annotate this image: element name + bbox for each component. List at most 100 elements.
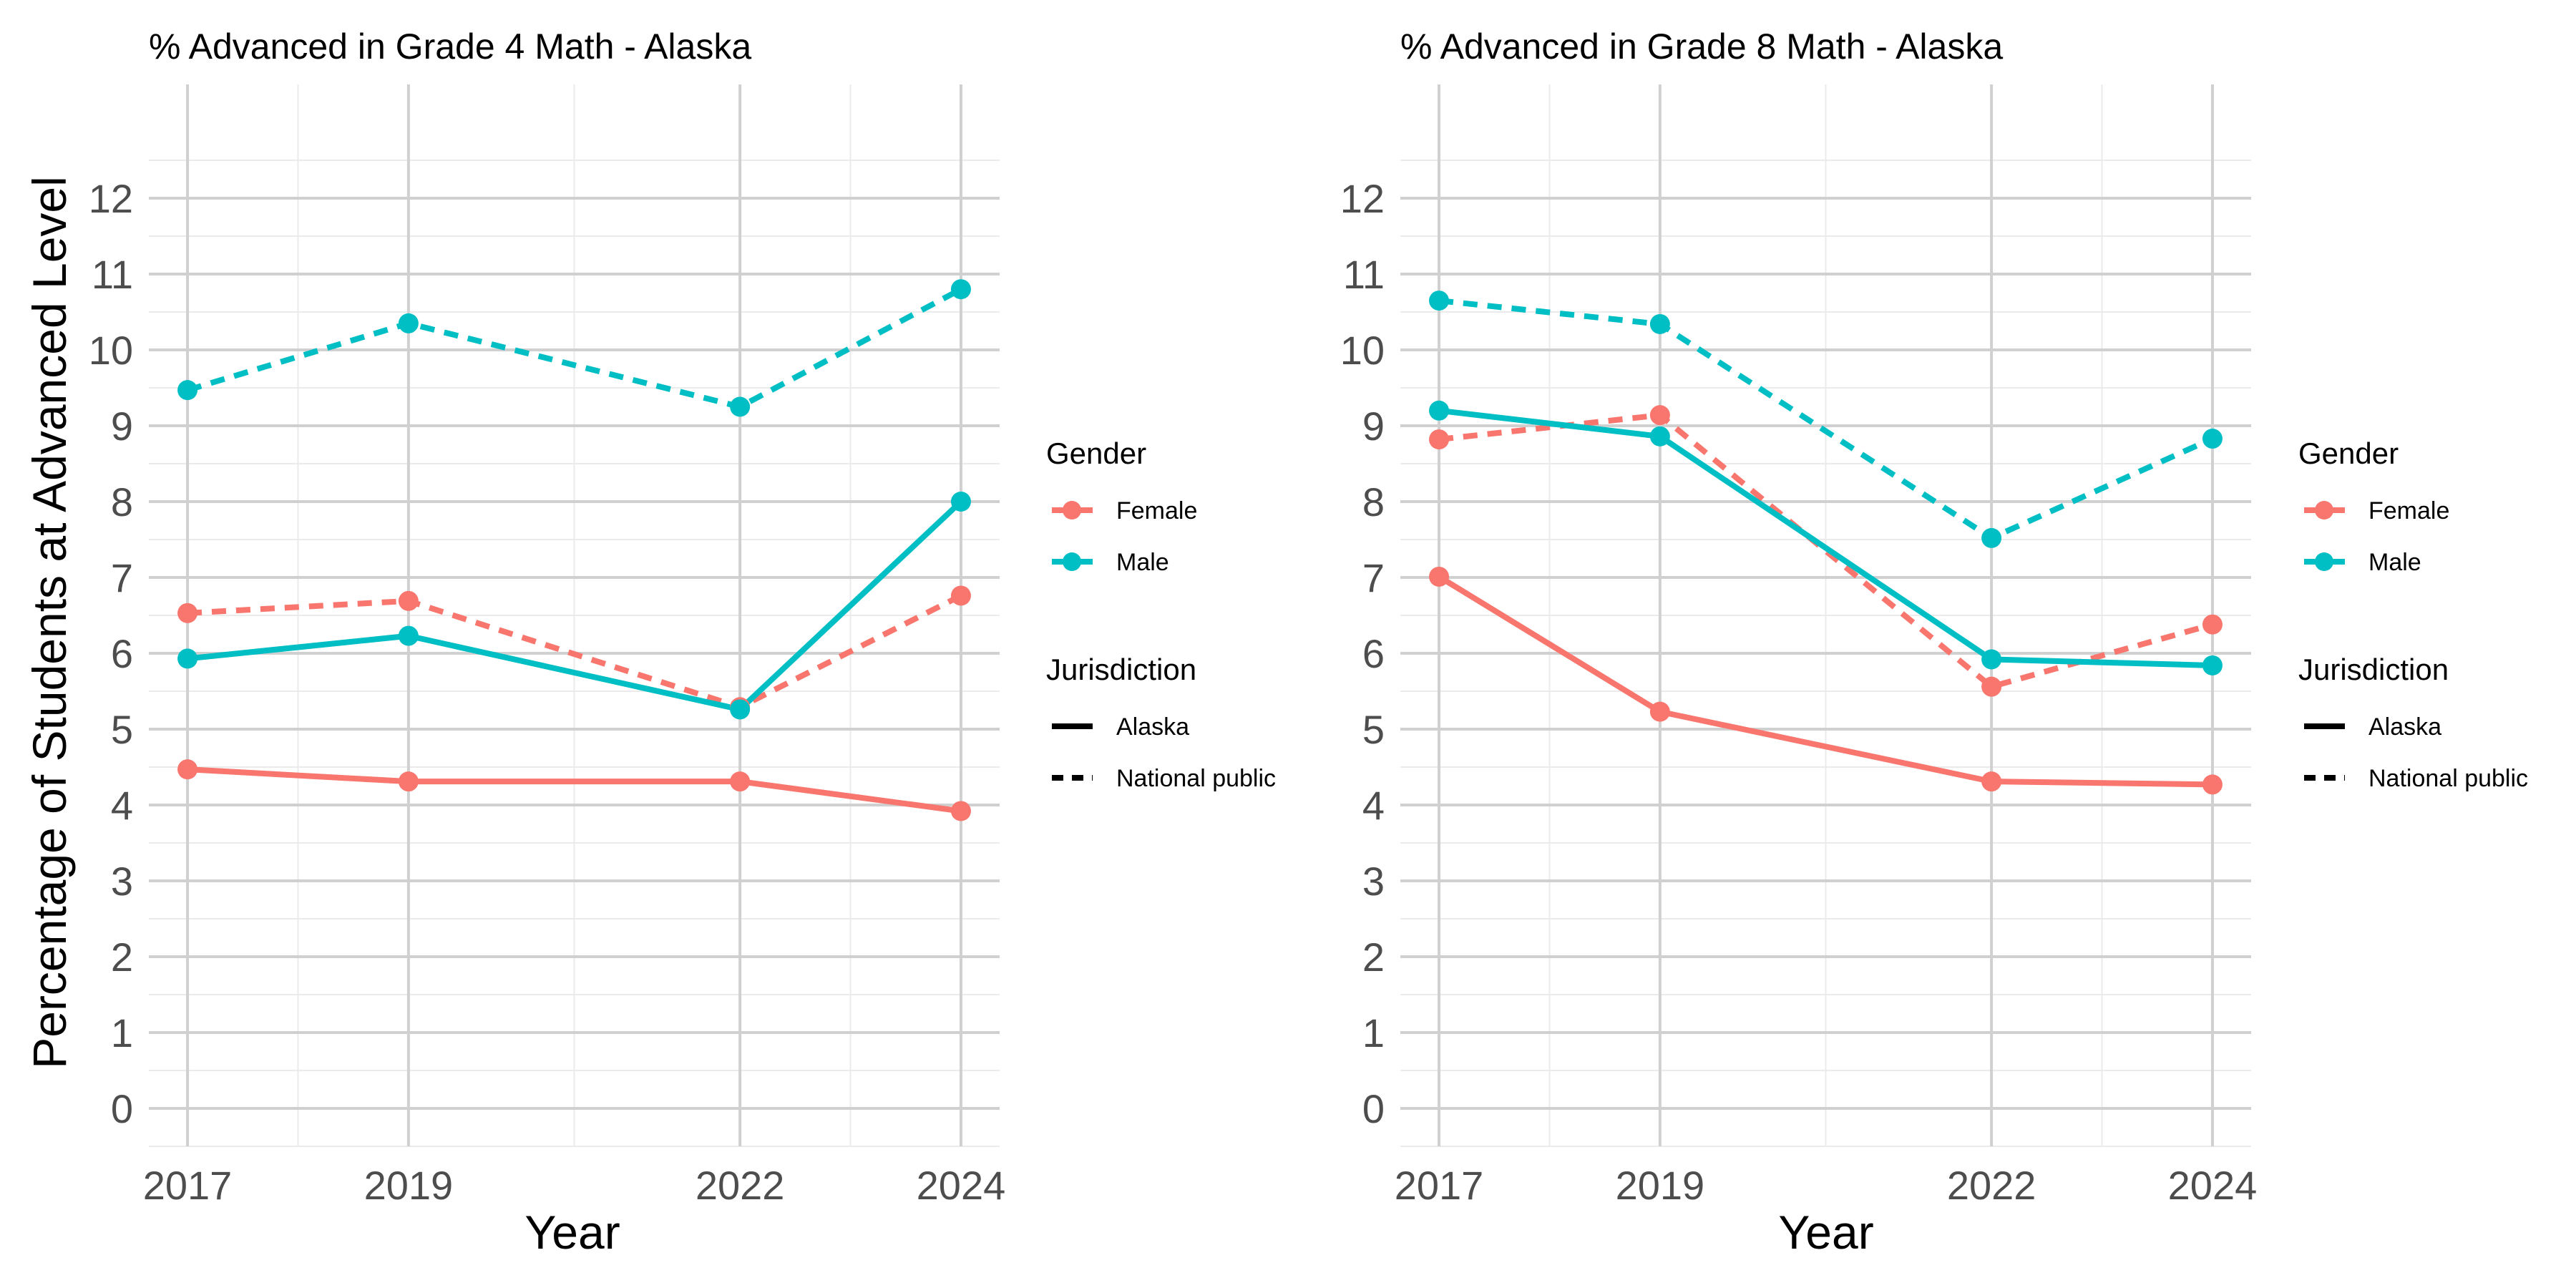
data-point-male-national-public <box>1429 291 1450 311</box>
y-tick-label: 2 <box>111 935 133 980</box>
data-point-male-alaska <box>1649 426 1670 447</box>
data-point-female-national-public <box>1981 676 2002 697</box>
legend-item-female: Female <box>1052 497 1197 525</box>
x-tick-label: 2024 <box>917 1163 1006 1208</box>
legend-grade8: Gender Female Male Jurisdiction Alaska N… <box>2298 436 2528 792</box>
y-tick-label: 6 <box>1362 631 1385 676</box>
data-point-female-national-public <box>1429 429 1450 450</box>
y-tick-label: 5 <box>1362 707 1385 752</box>
series-line-female-alaska <box>1437 574 2213 788</box>
series-points <box>177 279 971 821</box>
legend-item-alaska: Alaska <box>2304 713 2441 741</box>
legend-item-female: Female <box>2304 497 2449 525</box>
data-point-female-alaska <box>730 771 751 792</box>
x-tick-label: 2017 <box>143 1163 233 1208</box>
y-tick-label: 7 <box>111 555 133 600</box>
data-point-female-national-public <box>1649 405 1670 426</box>
legend-label-female: Female <box>1116 497 1197 525</box>
y-axis-title: Percentage of Students at Advanced Level <box>23 176 76 1069</box>
legend-label-female: Female <box>2368 497 2449 525</box>
y-tick-label: 11 <box>92 252 133 297</box>
data-point-female-national-public <box>950 585 971 606</box>
data-point-male-alaska <box>1429 400 1450 421</box>
y-tick-label: 9 <box>1362 404 1385 449</box>
data-point-female-alaska <box>177 759 198 780</box>
legend-key-male-dot <box>2315 552 2333 571</box>
legend-item-male: Male <box>2304 549 2421 576</box>
legend-item-alaska: Alaska <box>1052 713 1189 741</box>
x-axis-title: Year <box>1778 1206 1873 1259</box>
x-tick-labels: 2017 2019 2022 2024 <box>143 1163 1005 1208</box>
legend-title-gender: Gender <box>2298 436 2399 470</box>
series-line-female-national-public <box>187 592 962 711</box>
data-point-male-alaska <box>730 699 751 720</box>
y-tick-label: 1 <box>1362 1010 1385 1055</box>
legend-key-female-dot <box>1063 501 1081 519</box>
legend-label-national-public: National public <box>1116 765 1276 792</box>
data-point-female-alaska <box>2202 774 2223 795</box>
legend-key-male-dot <box>1063 552 1081 571</box>
data-point-male-national-public <box>2202 429 2223 449</box>
data-point-male-alaska <box>177 648 198 669</box>
legend-item-national-public: National public <box>2304 765 2528 792</box>
series-line-male-national-public <box>1438 298 2214 541</box>
legend-title-jurisdiction: Jurisdiction <box>2298 653 2449 686</box>
data-point-male-alaska <box>2202 655 2223 675</box>
x-tick-label: 2017 <box>1395 1163 1484 1208</box>
legend-item-male: Male <box>1052 549 1169 576</box>
y-tick-label: 5 <box>111 707 133 752</box>
data-point-female-national-public <box>177 602 198 623</box>
y-tick-label: 8 <box>111 479 133 525</box>
series-line-male-alaska <box>1438 407 2213 668</box>
legend-title-gender: Gender <box>1046 436 1146 470</box>
data-point-male-national-public <box>177 380 198 401</box>
y-tick-label: 3 <box>1362 859 1385 904</box>
series-line-female-national-public <box>1438 412 2214 690</box>
y-tick-label: 0 <box>111 1086 133 1131</box>
legend-label-male: Male <box>2368 549 2421 576</box>
y-tick-label: 2 <box>1362 935 1385 980</box>
y-tick-label: 8 <box>1362 479 1385 525</box>
legend-grade4: Gender Female Male Jurisdiction Alaska N… <box>1046 436 1276 792</box>
x-tick-label: 2022 <box>1947 1163 2036 1208</box>
y-tick-label: 3 <box>111 859 133 904</box>
y-tick-label: 4 <box>1362 783 1385 828</box>
chart-panel-grade8: % Advanced in Grade 8 Math - Alaska 0123… <box>1340 26 2258 1259</box>
y-tick-label: 12 <box>89 176 133 221</box>
data-point-male-national-public <box>730 396 751 417</box>
data-point-male-national-public <box>1649 313 1670 334</box>
legend-key-female-dot <box>2315 501 2333 519</box>
legend-label-alaska: Alaska <box>1116 713 1189 741</box>
x-tick-label: 2024 <box>2168 1163 2258 1208</box>
legend-label-male: Male <box>1116 549 1169 576</box>
y-tick-label: 7 <box>1362 555 1385 600</box>
data-point-male-alaska <box>950 492 971 512</box>
series-lines <box>1437 298 2214 788</box>
y-tick-label: 1 <box>111 1010 133 1055</box>
y-tick-label: 4 <box>111 783 133 828</box>
data-point-male-national-public <box>950 279 971 300</box>
data-point-male-national-public <box>398 313 419 333</box>
y-tick-label: 9 <box>111 404 133 449</box>
legend-label-national-public: National public <box>2368 765 2528 792</box>
y-tick-label: 10 <box>89 328 133 373</box>
data-point-male-national-public <box>1981 527 2002 548</box>
series-points <box>1429 291 2223 795</box>
x-tick-label: 2019 <box>1616 1163 1705 1208</box>
data-point-male-alaska <box>1981 649 2002 670</box>
data-point-female-alaska <box>398 771 419 792</box>
x-axis-title: Year <box>525 1206 620 1259</box>
series-line-male-national-public <box>186 286 962 410</box>
legend-item-national-public: National public <box>1052 765 1276 792</box>
chart-title: % Advanced in Grade 8 Math - Alaska <box>1400 26 2003 67</box>
y-tick-label: 6 <box>111 631 133 676</box>
data-point-male-alaska <box>398 625 419 646</box>
data-point-female-alaska <box>1429 566 1450 587</box>
x-tick-label: 2019 <box>364 1163 454 1208</box>
data-point-female-alaska <box>1649 701 1670 722</box>
y-tick-label: 10 <box>1340 328 1385 373</box>
data-point-female-alaska <box>950 801 971 821</box>
gridlines <box>149 84 1000 1147</box>
